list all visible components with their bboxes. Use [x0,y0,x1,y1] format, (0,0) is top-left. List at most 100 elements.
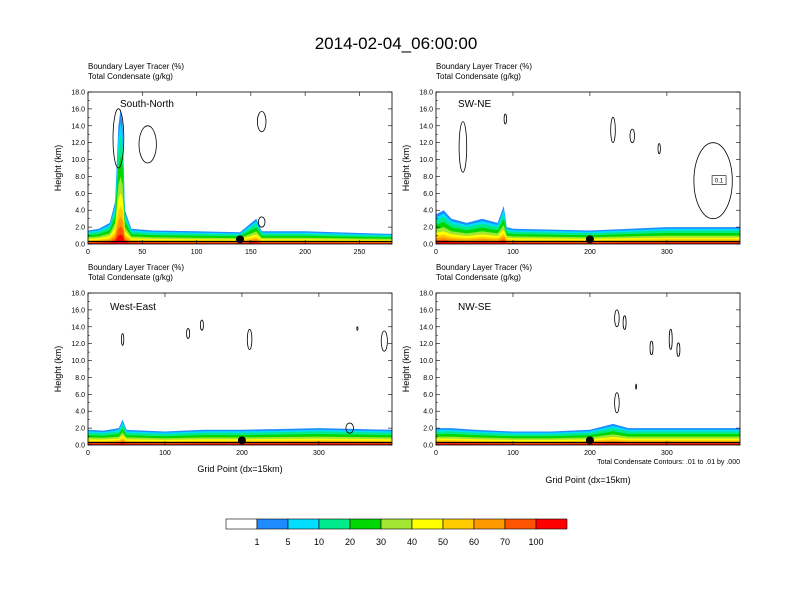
colorbar-swatch [535,518,568,530]
x-tick-label: 150 [245,249,257,256]
y-tick-label: 18.0 [419,291,433,298]
y-tick-label: 16.0 [419,106,433,113]
y-tick-label: 0.0 [75,242,85,249]
colorbar-label: 1 [254,537,259,547]
y-tick-label: 10.0 [419,157,433,164]
y-tick-label: 0.0 [423,443,433,450]
x-axis-title: Grid Point (dx=15km) [545,475,630,485]
y-tick-label: 6.0 [75,392,85,399]
y-tick-label: 10.0 [419,358,433,365]
y-tick-label: 6.0 [423,191,433,198]
panel-header-tracer: Boundary Layer Tracer (%) [88,263,184,272]
y-tick-label: 16.0 [71,307,85,314]
y-tick-label: 2.0 [75,225,85,232]
y-tick-label: 14.0 [71,123,85,130]
panel-west-east: Boundary Layer Tracer (%)Total Condensat… [53,263,393,474]
y-tick-label: 6.0 [75,191,85,198]
y-axis-title: Height (km) [53,145,63,192]
colorbar-swatch [442,518,475,530]
colorbar-label: 20 [345,537,355,547]
tracer-field [436,113,740,244]
condensate-contour [380,330,388,352]
y-tick-label: 8.0 [75,174,85,181]
y-tick-label: 16.0 [71,106,85,113]
condensate-contour [668,328,673,350]
panels: Boundary Layer Tracer (%)Total Condensat… [53,62,741,485]
y-tick-label: 14.0 [419,324,433,331]
condensate-contour [610,116,616,144]
panel-header-condensate: Total Condensate (g/kg) [436,72,521,81]
colorbar-swatch [256,518,289,530]
colorbar-label: 60 [469,537,479,547]
colorbar-swatch [349,518,382,530]
location-marker [585,436,594,445]
tracer-layer [88,234,392,244]
condensate-contour [356,326,359,331]
x-tick-label: 200 [236,450,248,457]
y-tick-label: 0.0 [423,242,433,249]
condensate-contour [246,328,253,350]
condensate-contour [112,108,125,169]
panel-sw-ne: Boundary Layer Tracer (%)Total Condensat… [401,62,741,256]
colorbar-legend: 1 5 10 20 30 40 50 60 70 100 [225,518,568,547]
condensate-contour [345,422,354,434]
main-title: 2014-02-04_06:00:00 [315,34,478,53]
x-axis-title: Grid Point (dx=15km) [197,464,282,474]
colorbar-label: 40 [407,537,417,547]
tracer-layer [88,135,392,244]
y-tick-label: 14.0 [419,123,433,130]
condensate-contour [622,315,627,330]
condensate-contour [614,392,620,414]
y-tick-label: 16.0 [419,307,433,314]
condensate-contour [257,111,267,133]
x-tick-label: 0 [434,450,438,457]
x-tick-label: 0 [86,450,90,457]
colorbar-label: 100 [528,537,543,547]
colorbar-swatch [411,518,444,530]
colorbar-label: 70 [500,537,510,547]
y-tick-label: 18.0 [419,90,433,97]
condensate-contour [676,342,681,357]
condensate-contour [258,216,266,228]
condensate-contour [635,383,637,390]
y-tick-label: 18.0 [71,291,85,298]
location-marker [236,235,244,244]
colorbar-swatch [318,518,351,530]
x-tick-label: 100 [159,450,171,457]
colorbar-label: 30 [376,537,386,547]
contour-label: 0.1 [715,179,724,185]
y-tick-label: 2.0 [423,426,433,433]
y-tick-label: 2.0 [75,426,85,433]
panel-header-tracer: Boundary Layer Tracer (%) [436,263,532,272]
panel-header-condensate: Total Condensate (g/kg) [88,273,173,282]
panel-header-tracer: Boundary Layer Tracer (%) [436,62,532,71]
y-axis-title: Height (km) [401,346,411,393]
x-tick-label: 300 [313,450,325,457]
x-tick-label: 0 [86,249,90,256]
x-tick-label: 300 [661,450,673,457]
y-tick-label: 4.0 [423,208,433,215]
contour-note: Total Condensate Contours: .01 to .01 by… [597,459,740,466]
condensate-contour [121,333,125,346]
y-tick-label: 4.0 [75,208,85,215]
x-tick-label: 300 [661,249,673,256]
condensate-contour [138,125,157,164]
x-tick-label: 200 [584,450,596,457]
x-tick-label: 250 [354,249,366,256]
tracer-field [436,309,740,445]
tracer-layer [88,122,392,244]
colorbar-label: 50 [438,537,448,547]
condensate-contour [199,319,204,331]
x-tick-label: 100 [191,249,203,256]
plot-frame [435,292,741,446]
tracer-layer [436,239,740,244]
y-tick-label: 2.0 [423,225,433,232]
x-tick-label: 200 [299,249,311,256]
y-tick-label: 12.0 [71,341,85,348]
y-tick-label: 12.0 [419,140,433,147]
x-tick-label: 50 [138,249,146,256]
panel-header-condensate: Total Condensate (g/kg) [436,273,521,282]
colorbar-label: 5 [285,537,290,547]
y-tick-label: 18.0 [71,90,85,97]
